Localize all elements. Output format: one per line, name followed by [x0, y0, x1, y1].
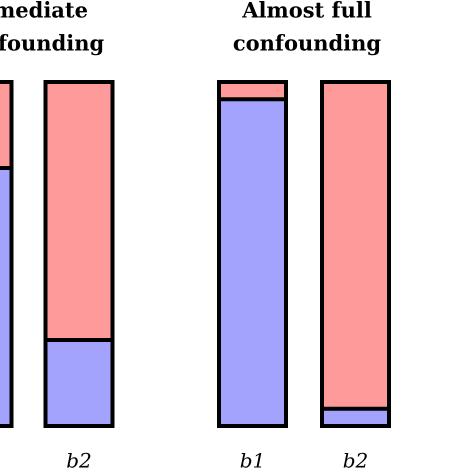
bar-segment [45, 340, 113, 426]
group-title: confounding [233, 31, 382, 56]
x-tick-label: b2 [343, 449, 369, 473]
x-tick-label: b1 [240, 449, 266, 473]
bar-segment [322, 82, 389, 409]
group-title: founding [0, 31, 105, 56]
bar-outline [0, 80, 14, 428]
bar-segment [45, 82, 113, 340]
bar-segment [219, 99, 286, 426]
bar-segment [0, 168, 12, 426]
bar-outline [217, 80, 288, 428]
bar-outline [320, 80, 391, 428]
x-tick-label: b2 [66, 449, 92, 473]
group-title: Almost full [241, 0, 372, 23]
bar-outline [43, 80, 115, 428]
bar-segment [322, 408, 389, 426]
bar-segment [0, 82, 12, 168]
bar-segment [219, 82, 286, 100]
group-title: rmediate [0, 0, 88, 23]
